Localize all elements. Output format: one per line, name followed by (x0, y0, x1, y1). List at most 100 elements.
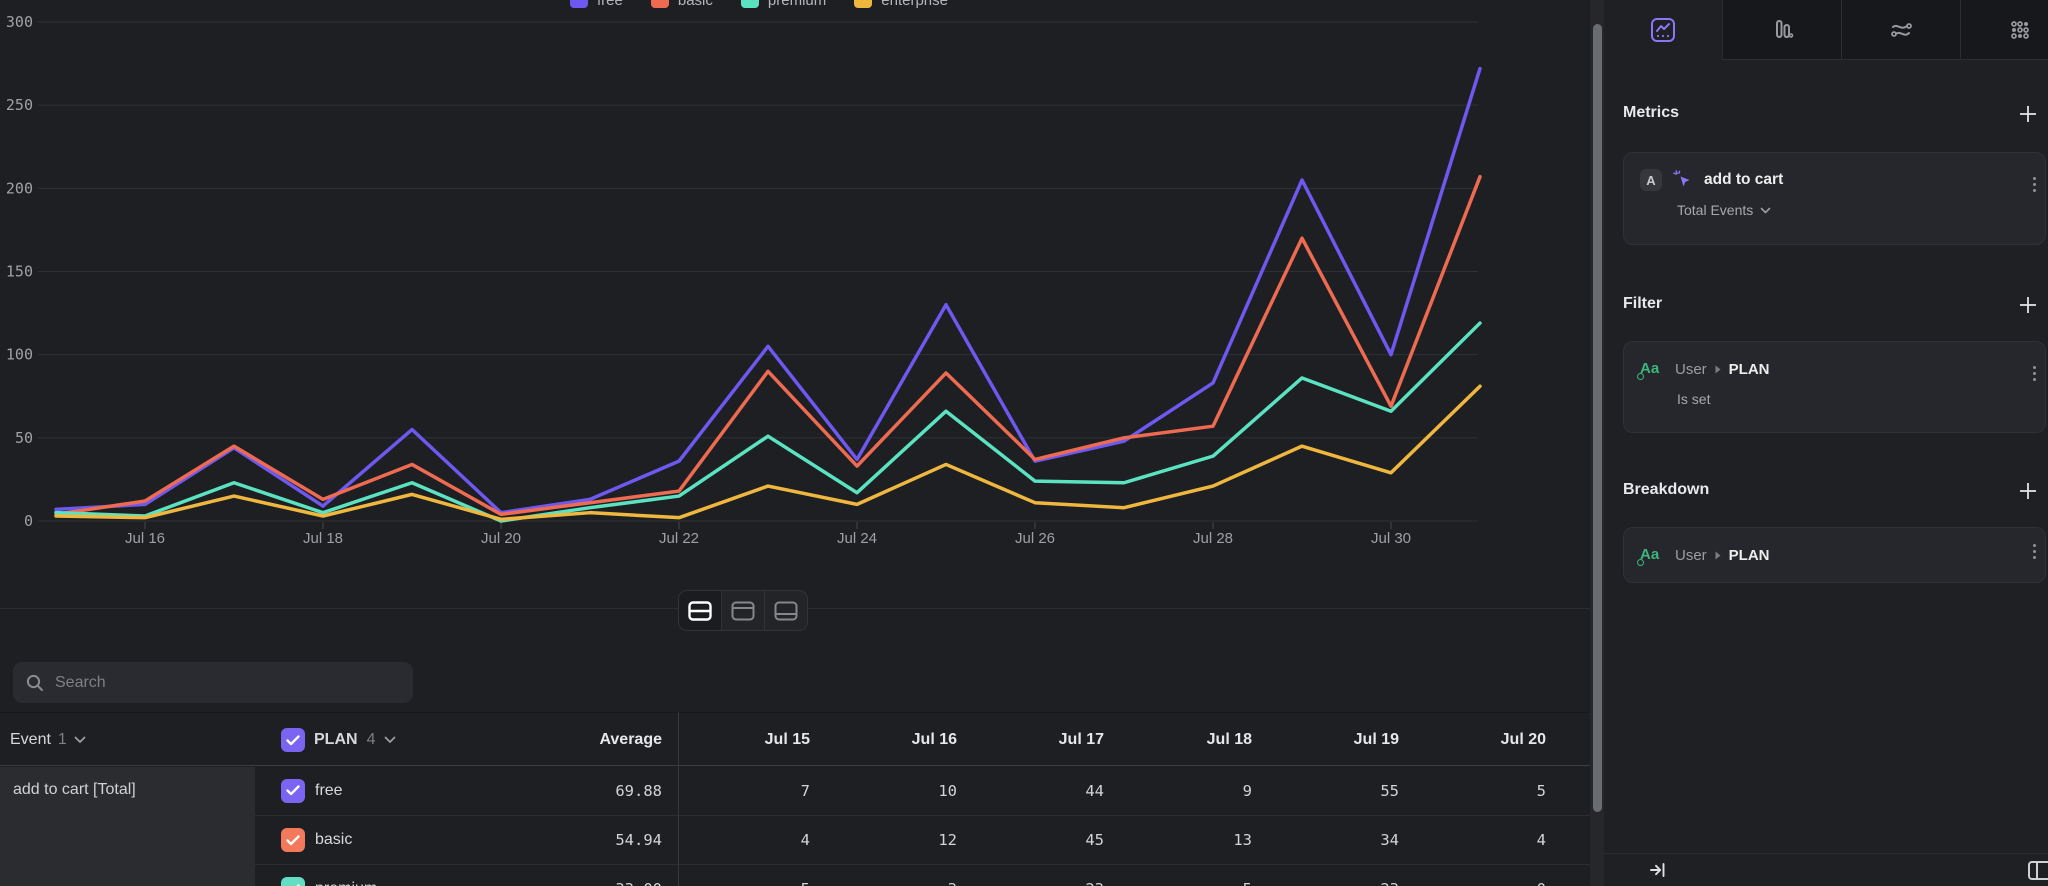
text-property-icon: Aa (1637, 359, 1664, 380)
table-body: add to cart [Total] free 69.88 7 10 44 9… (0, 766, 1590, 886)
svg-text:Jul 24: Jul 24 (837, 530, 877, 547)
date-column-header: Jul 17 (1058, 731, 1104, 748)
add-metric-button[interactable] (2018, 104, 2038, 124)
plan-column-header[interactable]: PLAN 4 (281, 713, 396, 767)
svg-text:Jul 20: Jul 20 (481, 530, 521, 547)
chart-legend: free basic premium enterprise (40, 0, 1478, 11)
cell-value: 23 (1380, 880, 1399, 886)
cell-value: 12 (938, 831, 957, 849)
table-row-premium[interactable]: premium 33.00 5 3 23 5 23 0 (255, 865, 1590, 886)
scrollbar-thumb[interactable] (1592, 24, 1602, 812)
tab-grid-dots[interactable] (1961, 0, 2048, 60)
svg-text:250: 250 (6, 96, 33, 114)
legend-swatch-free (570, 0, 589, 8)
cell-value: 13 (1233, 831, 1252, 849)
row-label: premium (315, 880, 377, 886)
svg-text:300: 300 (6, 13, 33, 31)
vertical-scrollbar[interactable] (1590, 0, 1604, 886)
breakdown-card[interactable]: Aa User PLAN (1623, 527, 2046, 583)
cell-value: 23 (1085, 880, 1104, 886)
sidebar-bottom-bar (1604, 853, 2048, 886)
search-icon (26, 674, 43, 691)
svg-text:0: 0 (24, 512, 33, 530)
svg-text:Jul 30: Jul 30 (1371, 530, 1411, 547)
legend-swatch-premium (740, 0, 759, 8)
measure-label: Total Events (1677, 202, 1754, 218)
metric-letter-badge: A (1640, 169, 1662, 191)
chevron-down-icon (1760, 207, 1771, 213)
average-column-header: Average (599, 731, 662, 748)
svg-text:200: 200 (6, 179, 33, 197)
svg-text:150: 150 (6, 263, 33, 281)
metric-options-kebab-icon[interactable] (2033, 177, 2036, 192)
tab-bar-chart[interactable] (1723, 0, 1842, 60)
average-value: 54.94 (615, 831, 662, 849)
check-icon (286, 785, 300, 796)
event-name-cell[interactable]: add to cart [Total] (0, 767, 255, 886)
search-input[interactable]: Search (13, 662, 413, 703)
legend-label: premium (767, 0, 827, 9)
svg-text:Jul 18: Jul 18 (303, 530, 343, 547)
metric-card[interactable]: A add to cart Total Events (1623, 152, 2046, 245)
breakdown-heading: Breakdown (1623, 481, 1710, 498)
query-sidebar: Metrics A add to cart Total Events (1604, 0, 2048, 886)
layout-toggle-group (678, 590, 808, 631)
filter-condition[interactable]: Is set (1677, 391, 2029, 407)
filter-options-kebab-icon[interactable] (2033, 366, 2036, 381)
legend-swatch-basic (650, 0, 669, 8)
table-row-basic[interactable]: basic 54.94 4 12 45 13 34 4 (255, 816, 1590, 865)
row-checkbox[interactable] (281, 828, 305, 852)
cell-value: 5 (1243, 880, 1252, 886)
tab-line-chart[interactable] (1604, 0, 1723, 60)
svg-text:Jul 26: Jul 26 (1015, 530, 1055, 547)
legend-item-free[interactable]: free (570, 0, 623, 11)
header-top-icon (731, 601, 755, 620)
breakdown-options-kebab-icon[interactable] (2033, 544, 2036, 559)
legend-item-enterprise[interactable]: enterprise (854, 0, 948, 11)
add-breakdown-button[interactable] (2018, 481, 2038, 501)
table-row-free[interactable]: free 69.88 7 10 44 9 55 5 (255, 766, 1590, 816)
legend-item-premium[interactable]: premium (740, 0, 827, 11)
chevron-down-icon (74, 736, 86, 743)
cell-value: 7 (800, 781, 810, 800)
table-header: Event 1 PLAN 4 Average Jul 15 (0, 712, 1590, 766)
row-checkbox[interactable] (281, 778, 305, 803)
breadcrumb-arrow-icon (1715, 551, 1721, 559)
tab-flow[interactable] (1842, 0, 1961, 60)
cell-value: 4 (1536, 831, 1546, 849)
breakdown-property: PLAN (1728, 546, 1770, 564)
plan-select-all-checkbox[interactable] (281, 728, 305, 752)
split-rows-toggle[interactable] (679, 591, 722, 630)
metric-measure-dropdown[interactable]: Total Events (1677, 202, 2029, 218)
row-label: free (315, 781, 343, 799)
search-placeholder: Search (55, 673, 106, 691)
plan-header-count: 4 (366, 731, 376, 748)
row-checkbox[interactable] (281, 877, 305, 886)
cell-value: 5 (1536, 781, 1546, 800)
cell-value: 45 (1085, 831, 1104, 849)
cell-value: 4 (800, 831, 810, 849)
date-column-header: Jul 16 (911, 731, 957, 748)
footer-bottom-toggle[interactable] (765, 591, 807, 630)
check-icon (286, 734, 300, 745)
add-filter-button[interactable] (2018, 295, 2038, 315)
cell-value: 0 (1537, 880, 1546, 886)
cell-value: 34 (1380, 831, 1399, 849)
legend-item-basic[interactable]: basic (650, 0, 713, 11)
event-column-header[interactable]: Event 1 (10, 713, 86, 767)
text-property-icon: Aa (1637, 545, 1664, 566)
line-chart-tab-icon (1651, 18, 1675, 42)
footer-bottom-icon (774, 601, 798, 620)
plan-header-label: PLAN (314, 731, 358, 748)
split-rows-icon (688, 600, 712, 621)
legend-label: enterprise (881, 0, 948, 9)
main-content: free basic premium enterprise 0 50 100 150 2… (0, 0, 1590, 886)
split-panes-icon[interactable] (2028, 861, 2048, 880)
line-chart: 0 50 100 150 200 250 300 Jul 16 Jul 18 Jul 20 Jul … (6, 13, 1482, 547)
filter-card[interactable]: Aa User PLAN Is set (1623, 341, 2046, 433)
collapse-panel-icon[interactable] (1648, 860, 1668, 880)
sidebar-tabbar (1604, 0, 2048, 60)
svg-text:Jul 22: Jul 22 (659, 530, 699, 547)
metrics-heading: Metrics (1623, 104, 1680, 121)
header-top-toggle[interactable] (722, 591, 765, 630)
